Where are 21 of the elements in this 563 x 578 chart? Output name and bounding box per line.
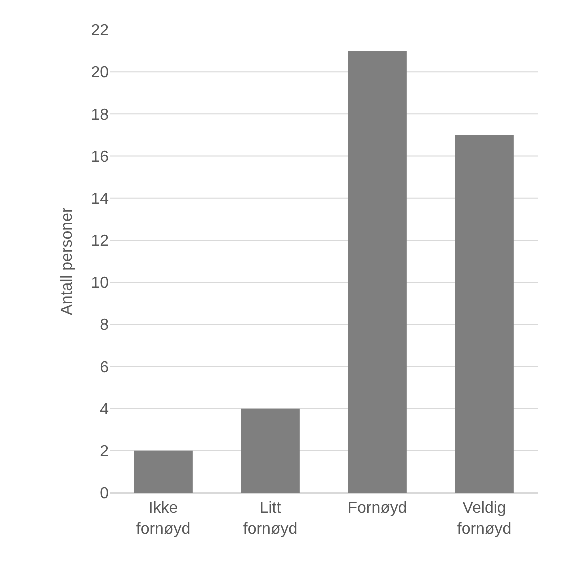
y-tick-label: 6 [100, 359, 110, 376]
bar [134, 450, 193, 493]
y-tick-label: 0 [100, 486, 110, 503]
bar [241, 408, 300, 493]
y-tick-label: 10 [91, 275, 110, 292]
x-tick-label: Veldig fornøyd [457, 500, 512, 538]
y-tick-label: 2 [100, 444, 110, 461]
y-axis-title: Antall personer [59, 207, 76, 316]
y-tick-label: 20 [91, 64, 110, 82]
bar [455, 135, 514, 493]
y-tick-label: 18 [91, 106, 110, 124]
x-tick-label: Fornøyd [348, 500, 408, 518]
y-tick-label: 8 [100, 317, 110, 334]
bar [348, 51, 407, 493]
y-tick-label: 22 [91, 22, 110, 40]
y-tick-label: 14 [91, 190, 110, 208]
y-tick-label: 12 [91, 233, 110, 250]
y-tick-label: 16 [91, 148, 110, 166]
y-tick-label: 4 [100, 401, 110, 418]
x-tick-label: Litt fornøyd [243, 500, 298, 538]
x-tick-label: Ikke fornøyd [136, 500, 191, 538]
